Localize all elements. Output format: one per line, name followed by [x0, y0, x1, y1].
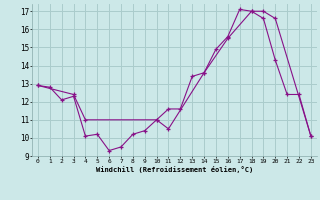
X-axis label: Windchill (Refroidissement éolien,°C): Windchill (Refroidissement éolien,°C)	[96, 166, 253, 173]
